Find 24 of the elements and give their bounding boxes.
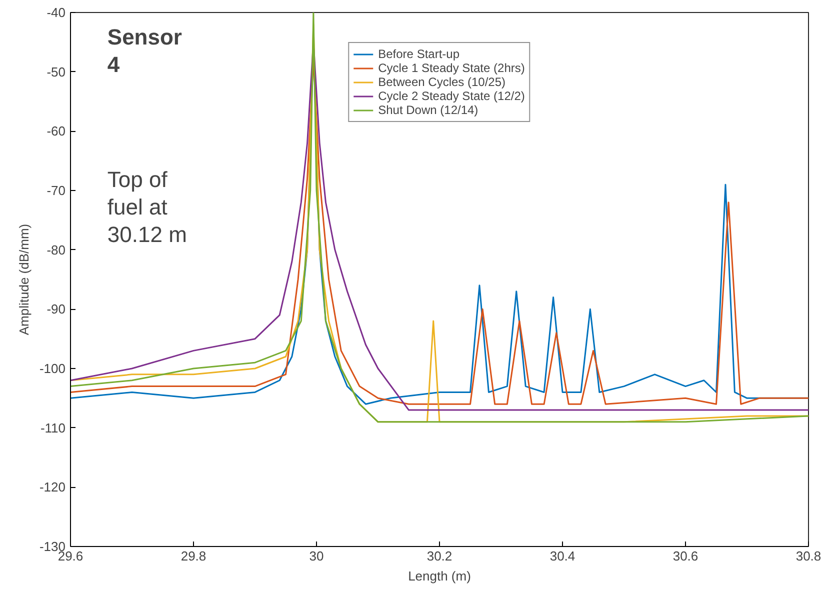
x-axis-title: Length (m) (408, 568, 471, 584)
annotation: Top of fuel at 30.12 m (107, 166, 187, 247)
y-axis-title: Amplitude (dB/mm) (16, 224, 32, 336)
x-tick-label: 29.8 (180, 548, 206, 564)
y-tick-label: -110 (40, 420, 66, 436)
x-tick-label: 30.2 (426, 548, 452, 564)
y-tick-label: -90 (46, 302, 66, 317)
legend-label: Cycle 2 Steady State (12/2) (378, 89, 525, 103)
legend-label: Before Start-up (378, 47, 460, 61)
x-tick-label: 30.6 (672, 548, 698, 564)
x-tick-label: 30.8 (796, 548, 822, 564)
y-tick-label: -70 (46, 183, 66, 198)
y-tick-label: -60 (46, 124, 66, 139)
y-tick-label: -120 (39, 480, 66, 495)
x-tick-label: 30.4 (550, 548, 576, 564)
y-tick-label: -80 (46, 242, 66, 258)
x-tick-label: 30 (309, 548, 324, 564)
legend-label: Between Cycles (10/25) (378, 75, 506, 89)
y-tick-label: -50 (46, 64, 66, 80)
y-tick-label: -100 (39, 361, 66, 376)
annotation: Sensor 4 (107, 24, 182, 77)
y-tick-label: -40 (46, 5, 66, 20)
legend-label: Shut Down (12/14) (378, 103, 478, 117)
legend-label: Cycle 1 Steady State (2hrs) (378, 61, 525, 75)
